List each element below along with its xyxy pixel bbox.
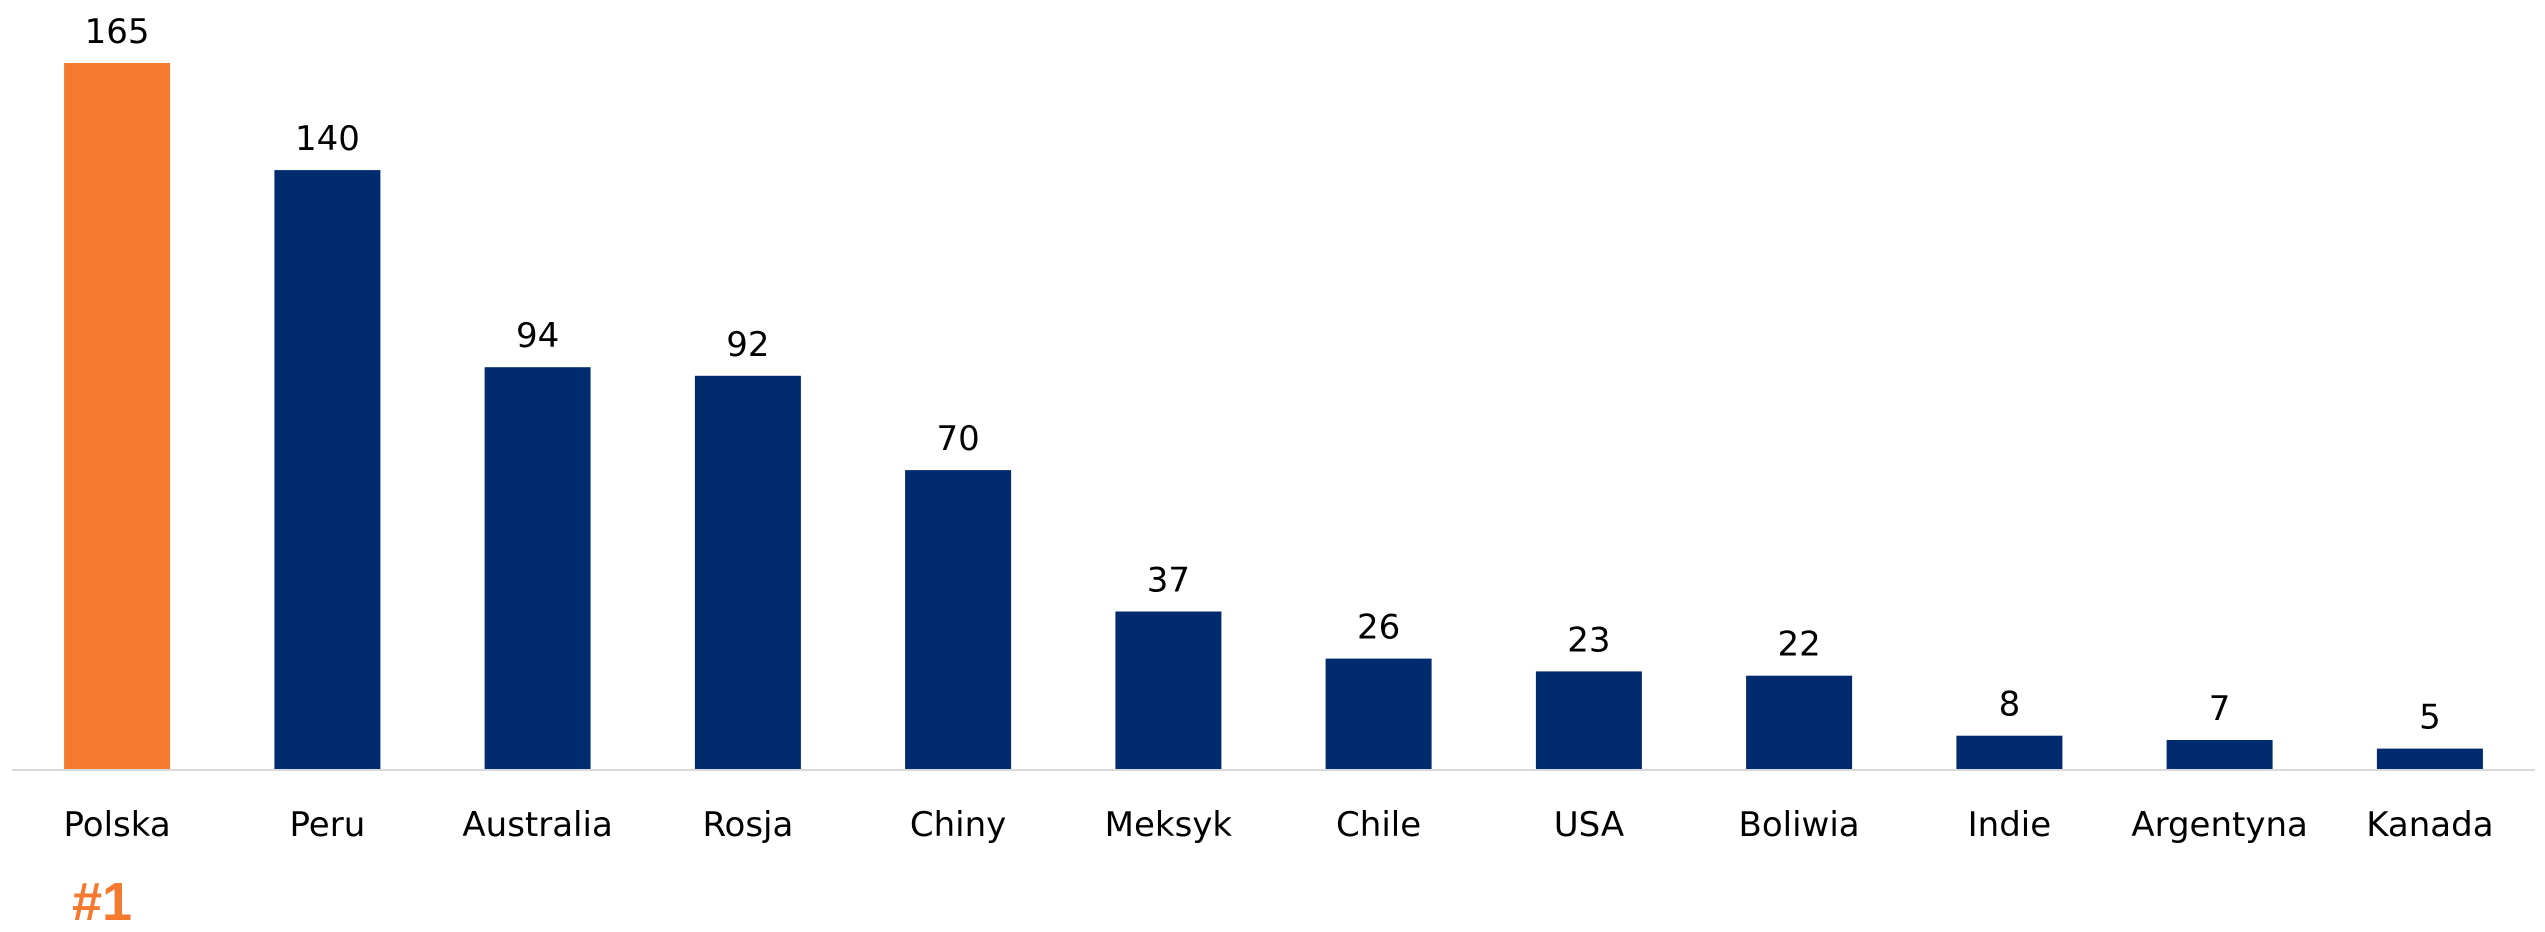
- x-tick-label-rosja: Rosja: [702, 805, 793, 845]
- bar-meksyk: [1115, 611, 1222, 770]
- bar-boliwia: [1746, 675, 1853, 770]
- value-label-indie: 8: [1999, 685, 2021, 725]
- value-label-kanada: 5: [2419, 698, 2441, 738]
- bar-rosja: [694, 375, 801, 770]
- value-label-peru: 140: [295, 119, 360, 159]
- value-label-usa: 23: [1567, 620, 1610, 660]
- bar-australia: [484, 367, 591, 770]
- bar-chile: [1325, 658, 1432, 770]
- x-tick-label-peru: Peru: [290, 805, 366, 845]
- bar-usa: [1535, 671, 1642, 770]
- bars-group: [64, 63, 2483, 771]
- bar-argentyna: [2166, 740, 2273, 770]
- value-label-polska: 165: [85, 12, 150, 52]
- value-label-meksyk: 37: [1147, 561, 1190, 601]
- x-tick-label-polska: Polska: [64, 805, 171, 845]
- x-tick-label-argentyna: Argentyna: [2131, 805, 2308, 845]
- value-label-chile: 26: [1357, 608, 1400, 648]
- value-label-australia: 94: [516, 316, 559, 356]
- bar-peru: [274, 170, 381, 771]
- rank-badge: #1: [72, 872, 133, 932]
- bar-chiny: [905, 470, 1012, 770]
- bar-polska: [64, 63, 171, 770]
- bar-indie: [1956, 735, 2063, 770]
- x-tick-label-chiny: Chiny: [910, 805, 1006, 845]
- value-label-chiny: 70: [936, 419, 979, 459]
- x-tick-labels-group: Polska Peru Australia Rosja Chiny Meksyk Chile…: [64, 805, 2494, 845]
- bar-kanada: [2376, 748, 2483, 770]
- x-tick-label-kanada: Kanada: [2366, 805, 2493, 845]
- value-label-argentyna: 7: [2209, 689, 2231, 729]
- x-tick-label-boliwia: Boliwia: [1739, 805, 1860, 845]
- value-labels-group: 165 140 94 92 70 37 26 23 22 8 7 5: [85, 12, 2441, 738]
- x-tick-label-indie: Indie: [1968, 805, 2052, 845]
- x-tick-label-chile: Chile: [1336, 805, 1421, 845]
- value-label-rosja: 92: [726, 325, 769, 365]
- value-label-boliwia: 22: [1777, 625, 1820, 665]
- x-tick-label-meksyk: Meksyk: [1105, 805, 1233, 845]
- x-tick-label-usa: USA: [1554, 805, 1624, 845]
- x-tick-label-australia: Australia: [462, 805, 612, 845]
